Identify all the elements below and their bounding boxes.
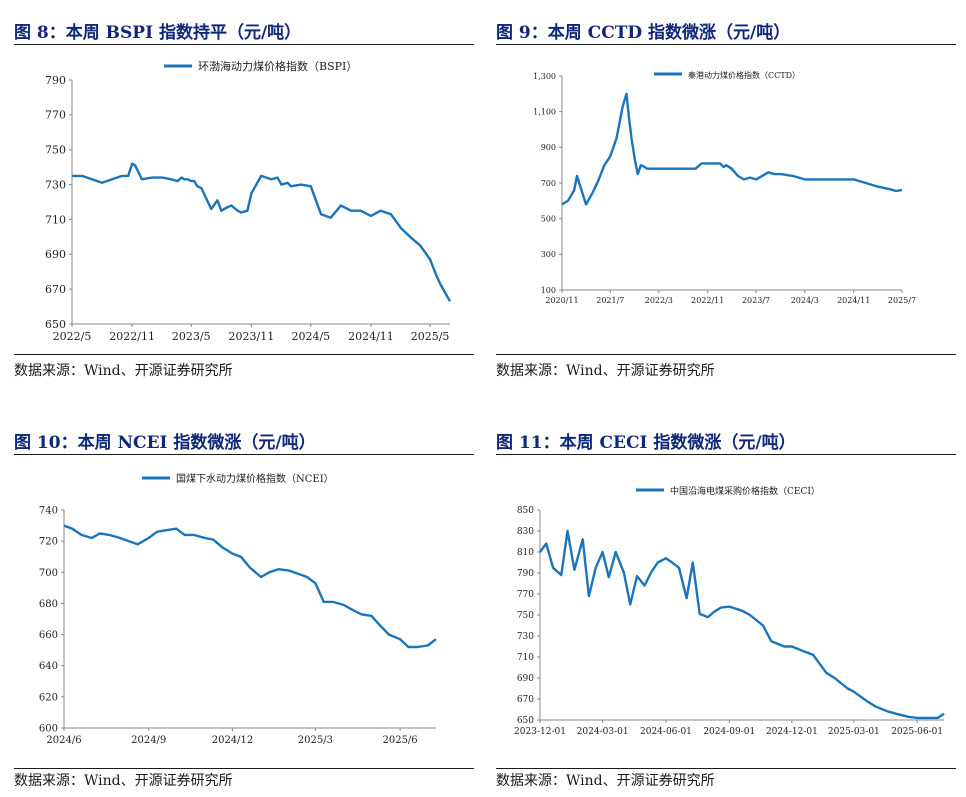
legend-label: 国煤下水动力煤价格指数（NCEI）: [176, 472, 334, 485]
x-tick-label: 2024-03-01: [577, 727, 629, 737]
y-tick-label: 770: [517, 590, 534, 600]
y-tick-label: 660: [39, 630, 58, 641]
bspi-chart: 650 670 690 710 730 750 770 790 2022/5 2022/11 202…: [45, 59, 452, 343]
source-rule: [14, 354, 474, 355]
x-tick-label: 2024-09-01: [703, 727, 755, 737]
y-tick-label: 690: [517, 674, 534, 684]
y-tick-label: 500: [541, 214, 556, 223]
cctd-chart: 100 300 500 700 900 1,100 1,300 2020/11 2021/7 20…: [533, 70, 916, 305]
y-tick-label: 750: [517, 611, 534, 621]
y-tick-label: 750: [45, 144, 66, 157]
chart-title: 图 8：本周 BSPI 指数持平（元/吨）: [14, 23, 302, 43]
y-tick-label: 770: [45, 109, 66, 122]
x-tick-label: 2024/9: [131, 735, 166, 746]
x-tick-label: 2025/5: [411, 330, 450, 343]
y-tick-label: 720: [39, 537, 58, 548]
source-rule: [14, 768, 474, 769]
title-rule: [14, 454, 474, 455]
y-tick-label: 850: [517, 506, 534, 516]
chart-title: 图 11：本周 CECI 指数微涨（元/吨）: [496, 433, 796, 453]
ncei-chart: 600 620 640 660 680 700 720 740 2024/6 2024/9 2024…: [39, 472, 437, 746]
panel-bspi: 图 8：本周 BSPI 指数持平（元/吨） 650 670 690 710 730 750…: [14, 0, 474, 390]
y-tick-label: 690: [45, 248, 66, 261]
y-tick-label: 650: [517, 716, 534, 726]
chart-title: 图 10：本周 NCEI 指数微涨（元/吨）: [14, 433, 316, 453]
x-tick-label: 2025-06-01: [891, 727, 943, 737]
source-rule: [496, 768, 956, 769]
x-tick-label: 2024/11: [837, 296, 870, 305]
panel-ceci: 图 11：本周 CECI 指数微涨（元/吨） 650 670 690 710 730 75…: [496, 420, 956, 797]
source-note: 数据来源：Wind、开源证券研究所: [496, 363, 715, 379]
x-tick-label: 2022/3: [645, 296, 673, 305]
legend-label: 中国沿海电煤采购价格指数（CECI）: [670, 485, 820, 497]
title-rule: [14, 44, 474, 45]
x-tick-label: 2024/5: [291, 330, 330, 343]
y-tick-label: 600: [39, 724, 58, 735]
x-tick-label: 2024/6: [46, 735, 81, 746]
y-tick-label: 620: [39, 692, 58, 703]
legend-label: 环渤海动力煤价格指数（BSPI）: [198, 59, 357, 73]
panel-cctd: 图 9：本周 CCTD 指数微涨（元/吨） 100 300 500 700 900 1,1…: [496, 0, 956, 390]
ceci-chart: 650 670 690 710 730 750 770 790 810 830 850 2023-12…: [514, 485, 945, 737]
x-tick-label: 2025-03-01: [828, 727, 880, 737]
x-tick-label: 2023/11: [229, 330, 275, 343]
x-tick-label: 2024/12: [212, 735, 254, 746]
x-tick-label: 2020/11: [545, 296, 578, 305]
x-tick-label: 2021/7: [596, 296, 624, 305]
title-rule: [496, 454, 956, 455]
series-line: [72, 162, 452, 302]
source-note: 数据来源：Wind、开源证券研究所: [14, 773, 233, 789]
y-tick-label: 1,100: [533, 107, 556, 116]
series-line: [561, 92, 903, 206]
source-note: 数据来源：Wind、开源证券研究所: [496, 773, 715, 789]
chart-title: 图 9：本周 CCTD 指数微涨（元/吨）: [496, 23, 791, 43]
x-tick-label: 2024/3: [791, 296, 819, 305]
series-line: [63, 524, 437, 649]
y-tick-label: 710: [517, 653, 534, 663]
y-tick-label: 680: [39, 599, 58, 610]
y-tick-label: 640: [39, 661, 58, 672]
y-tick-label: 810: [517, 548, 534, 558]
y-tick-label: 300: [541, 250, 556, 259]
y-tick-label: 710: [45, 213, 66, 226]
y-tick-label: 730: [45, 178, 66, 191]
y-tick-label: 790: [517, 569, 534, 579]
y-tick-label: 790: [45, 74, 66, 87]
panel-ncei: 图 10：本周 NCEI 指数微涨（元/吨） 600 620 640 660 680 70…: [14, 420, 474, 797]
x-tick-label: 2024-12-01: [766, 727, 818, 737]
y-tick-label: 700: [39, 568, 58, 579]
y-tick-label: 1,300: [533, 72, 556, 81]
source-note: 数据来源：Wind、开源证券研究所: [14, 363, 233, 379]
x-tick-label: 2025/6: [382, 735, 417, 746]
y-tick-label: 700: [541, 179, 556, 188]
y-tick-label: 740: [39, 506, 58, 517]
y-tick-label: 100: [541, 286, 556, 295]
x-tick-label: 2025/7: [888, 296, 916, 305]
x-tick-label: 2022/5: [53, 330, 92, 343]
y-tick-label: 670: [45, 283, 66, 296]
x-tick-label: 2022/11: [109, 330, 155, 343]
x-tick-label: 2024/11: [348, 330, 394, 343]
x-tick-label: 2025/3: [298, 735, 333, 746]
x-tick-label: 2023/7: [742, 296, 770, 305]
source-rule: [496, 354, 956, 355]
y-tick-label: 830: [517, 527, 534, 537]
y-tick-label: 730: [517, 632, 534, 642]
x-tick-label: 2023-12-01: [514, 727, 566, 737]
legend-label: 秦港动力煤价格指数（CCTD）: [688, 70, 800, 80]
y-tick-label: 670: [517, 695, 534, 705]
y-tick-label: 650: [45, 318, 66, 331]
x-tick-label: 2024-06-01: [640, 727, 692, 737]
x-tick-label: 2022/11: [691, 296, 724, 305]
x-tick-label: 2023/5: [172, 330, 211, 343]
title-rule: [496, 44, 956, 45]
series-line: [539, 529, 945, 720]
y-tick-label: 900: [541, 143, 556, 152]
